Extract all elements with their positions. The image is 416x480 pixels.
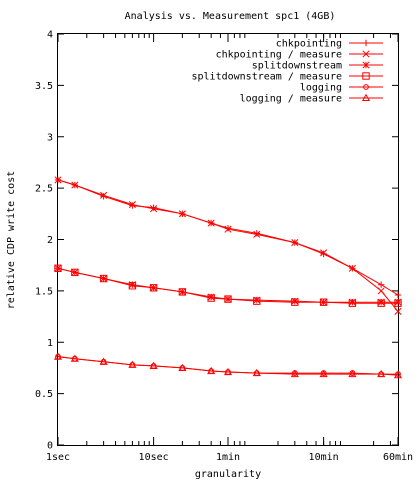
data-point <box>224 225 232 233</box>
data-point <box>394 307 402 315</box>
x-tick-label: 10min <box>309 452 339 463</box>
data-point <box>128 282 137 290</box>
data-point <box>129 202 136 209</box>
data-point <box>150 205 158 213</box>
legend-label: logging / measure <box>240 94 342 105</box>
x-axis: 1sec 10sec 1min 10min 60min <box>46 34 413 463</box>
x-tick-label: 10sec <box>139 452 169 463</box>
y-tick-label: 3 <box>47 132 53 143</box>
series-line <box>57 356 399 376</box>
legend-label: splitdownstream / measure <box>191 72 342 83</box>
data-point <box>252 368 261 377</box>
legend-label: splitdownstream <box>252 61 342 72</box>
data-point <box>207 293 215 301</box>
data-point <box>348 264 356 272</box>
legend-marker <box>361 93 371 102</box>
series-line <box>57 179 399 312</box>
data-point <box>348 298 356 306</box>
data-point <box>128 360 137 368</box>
data-point <box>377 299 385 307</box>
x-tick-label: 60min <box>383 452 413 463</box>
y-tick-label: 4 <box>47 30 53 41</box>
plot-area <box>53 176 403 379</box>
data-point <box>53 352 63 360</box>
data-point <box>319 369 328 378</box>
data-point <box>393 370 403 379</box>
y-tick-label: 2.5 <box>35 184 53 195</box>
data-point <box>100 191 108 199</box>
x-tick-label: 1min <box>216 452 240 463</box>
legend-marker <box>362 50 370 58</box>
data-point <box>178 363 187 371</box>
data-point <box>128 201 136 209</box>
series-4 <box>55 353 401 378</box>
data-point <box>70 354 79 362</box>
data-point <box>54 176 62 184</box>
chart-title: Analysis vs. Measurement spc1 (4GB) <box>125 11 336 22</box>
data-point <box>377 369 386 378</box>
y-tick-label: 2 <box>47 235 53 246</box>
data-point <box>394 299 402 307</box>
data-point <box>207 366 216 375</box>
legend-marker <box>362 72 370 80</box>
series-1 <box>54 176 402 315</box>
data-point <box>253 297 261 305</box>
data-point <box>291 239 299 247</box>
data-point <box>253 230 260 237</box>
legend-marker <box>363 84 369 90</box>
data-point <box>291 297 299 305</box>
legend-label: chkpointing / measure <box>216 50 342 61</box>
data-point <box>394 298 402 306</box>
y-tick-label: 0 <box>47 441 53 452</box>
y-tick-label: 1 <box>47 338 53 349</box>
data-point <box>150 204 157 211</box>
data-point <box>54 264 62 272</box>
data-point <box>207 294 215 302</box>
y-tick-label: 0.5 <box>35 389 53 400</box>
data-point <box>71 268 79 277</box>
y-axis: 0 0.5 1 1.5 2 2.5 3 3.5 4 <box>35 30 398 452</box>
x-tick-label: 1sec <box>46 452 70 463</box>
data-point <box>54 264 62 272</box>
data-point <box>290 369 299 378</box>
data-point <box>319 298 328 306</box>
data-point <box>207 219 215 227</box>
data-point <box>71 181 79 189</box>
data-point <box>178 288 187 296</box>
data-point <box>348 369 357 378</box>
data-point <box>128 281 136 289</box>
y-tick-label: 1.5 <box>35 286 53 297</box>
legend-marker <box>362 61 370 69</box>
data-point <box>178 210 186 218</box>
data-point <box>377 281 385 288</box>
data-point <box>224 295 232 303</box>
legend-marker <box>362 39 370 47</box>
y-tick-label: 3.5 <box>35 81 53 92</box>
data-point <box>253 230 261 238</box>
data-point <box>348 299 357 307</box>
series-line <box>57 356 398 375</box>
data-point <box>394 291 402 299</box>
series-line <box>57 267 398 304</box>
series-3 <box>54 264 402 307</box>
x-axis-label: granularity <box>195 469 261 480</box>
y-axis-label: relative CDP write cost <box>6 171 17 309</box>
data-point <box>149 361 158 369</box>
series-5 <box>53 352 403 379</box>
data-point <box>377 298 385 306</box>
legend-label: logging <box>300 83 342 94</box>
plot-frame <box>57 33 399 446</box>
legend-label: chkpointing <box>276 39 342 50</box>
data-point <box>291 298 299 306</box>
data-point <box>99 357 108 365</box>
data-point <box>377 287 385 295</box>
data-point <box>320 249 328 257</box>
data-point <box>149 284 158 292</box>
data-point <box>253 296 261 304</box>
data-point <box>99 274 108 283</box>
data-point <box>223 367 233 376</box>
